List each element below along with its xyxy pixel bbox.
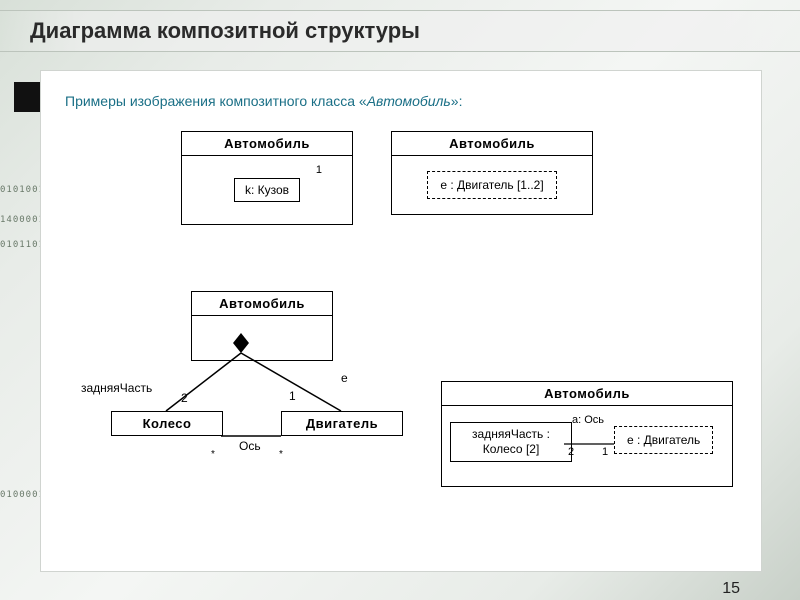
- composite-box-1-part: k: Кузов: [234, 178, 300, 202]
- composite-box-1-mult: 1: [316, 164, 322, 176]
- label-star-2: *: [279, 449, 283, 460]
- composite-box-4-rear-part: задняяЧасть : Колесо [2]: [450, 422, 572, 462]
- composite-box-2-part: e : Двигатель [1..2]: [427, 171, 556, 199]
- label-mult-1: 1: [289, 389, 296, 403]
- main-panel: Примеры изображения композитного класса …: [40, 70, 762, 572]
- class-wheel: Колесо: [111, 411, 223, 436]
- class-auto-title: Автомобиль: [192, 292, 332, 316]
- composite-box-2: Автомобиль e : Двигатель [1..2]: [391, 131, 593, 215]
- composite-box-4-axis-label: a: Ось: [572, 414, 604, 426]
- subtitle-emphasis: Автомобиль: [367, 93, 451, 109]
- page-title: Диаграмма композитной структуры: [30, 18, 420, 44]
- composite-box-2-title: Автомобиль: [392, 132, 592, 156]
- subtitle-prefix: Примеры изображения композитного класса …: [65, 93, 367, 109]
- subtitle-suffix: »:: [451, 93, 463, 109]
- title-band: Диаграмма композитной структуры: [0, 10, 800, 52]
- label-mult-2: 2: [181, 391, 188, 405]
- class-wheel-title: Колесо: [112, 412, 222, 435]
- class-auto: Автомобиль: [191, 291, 333, 361]
- composite-box-1-title: Автомобиль: [182, 132, 352, 156]
- composite-box-4-title: Автомобиль: [442, 382, 732, 406]
- subtitle: Примеры изображения композитного класса …: [65, 93, 462, 109]
- label-e-end: е: [341, 371, 348, 385]
- composite-box-4-mult-left: 2: [568, 446, 574, 458]
- composite-box-4-engine: e : Двигатель: [614, 426, 713, 454]
- composite-box-4-mult-right: 1: [602, 446, 608, 458]
- composite-box-1: Автомобиль k: Кузов 1: [181, 131, 353, 225]
- class-engine-title: Двигатель: [282, 412, 402, 435]
- label-rear-part: задняяЧасть: [81, 381, 152, 395]
- label-axis: Ось: [239, 439, 261, 453]
- class-engine: Двигатель: [281, 411, 403, 436]
- composite-box-4: Автомобиль задняяЧасть : Колесо [2] a: О…: [441, 381, 733, 487]
- label-star-1: *: [211, 449, 215, 460]
- page-number: 15: [722, 580, 740, 598]
